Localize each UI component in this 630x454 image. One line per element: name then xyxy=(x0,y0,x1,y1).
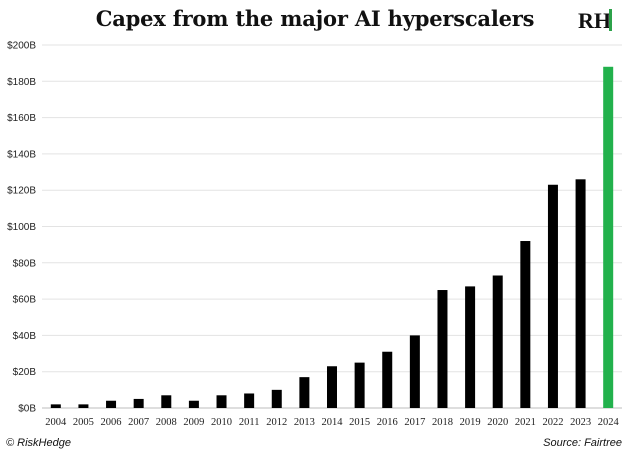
x-tick-label: 2008 xyxy=(156,417,177,428)
chart-title: Capex from the major AI hyperscalers xyxy=(95,6,535,31)
y-tick-label: $140B xyxy=(7,149,36,160)
x-tick-label: 2015 xyxy=(349,417,370,428)
x-tick-label: 2014 xyxy=(322,417,344,428)
x-tick-label: 2016 xyxy=(377,417,398,428)
x-tick-label: 2013 xyxy=(294,417,315,428)
y-tick-label: $200B xyxy=(7,41,36,52)
x-tick-label: 2007 xyxy=(128,417,149,428)
y-tick-label: $20B xyxy=(13,367,37,378)
x-tick-label: 2012 xyxy=(266,417,287,428)
bar-2022 xyxy=(547,184,558,408)
bar-2018 xyxy=(437,290,448,408)
y-tick-label: $160B xyxy=(7,113,36,124)
x-axis-ticks: 2004 2005 2006 2007 2008 2009 2010 2011 2012 2013… xyxy=(45,417,619,428)
y-tick-label: $40B xyxy=(13,331,37,342)
x-tick-label: 2010 xyxy=(211,417,232,428)
bar-2016 xyxy=(382,351,393,408)
source-text: Source: Fairtree xyxy=(543,437,622,449)
x-tick-label: 2019 xyxy=(460,417,481,428)
y-tick-label: $0B xyxy=(18,404,36,415)
x-tick-label: 2004 xyxy=(45,417,67,428)
copyright-text: © RiskHedge xyxy=(6,437,71,449)
x-tick-label: 2023 xyxy=(570,417,591,428)
x-tick-label: 2021 xyxy=(515,417,536,428)
logo-green-bar xyxy=(609,9,612,31)
bar-2023 xyxy=(575,179,586,408)
bar-2017 xyxy=(409,335,420,408)
bar-2005 xyxy=(78,404,89,408)
bar-2019 xyxy=(465,286,476,408)
y-tick-label: $100B xyxy=(7,222,36,233)
x-tick-label: 2020 xyxy=(487,417,508,428)
y-tick-label: $60B xyxy=(13,295,37,306)
bar-2020 xyxy=(492,275,503,408)
x-tick-label: 2017 xyxy=(404,417,425,428)
bars xyxy=(50,66,614,408)
bar-2021 xyxy=(520,241,531,408)
bar-2007 xyxy=(133,398,144,408)
x-tick-label: 2005 xyxy=(73,417,94,428)
x-tick-label: 2024 xyxy=(598,417,620,428)
logo-text: RH xyxy=(578,8,611,33)
x-tick-label: 2009 xyxy=(183,417,204,428)
bar-2015 xyxy=(354,362,365,408)
y-tick-label: $80B xyxy=(13,258,37,269)
riskhedge-logo: RH xyxy=(578,8,612,33)
bar-2013 xyxy=(299,377,310,408)
bar-2012 xyxy=(271,389,282,408)
y-axis-ticks: $0B $20B $40B $60B $80B $100B $120B $140B $160B $… xyxy=(7,41,36,415)
bar-2009 xyxy=(188,400,199,408)
y-tick-label: $180B xyxy=(7,77,36,88)
gridlines xyxy=(42,44,622,409)
x-tick-label: 2006 xyxy=(101,417,122,428)
bar-2011 xyxy=(244,393,255,408)
bar-2008 xyxy=(161,395,172,408)
bar-2004 xyxy=(50,404,61,408)
x-tick-label: 2022 xyxy=(542,417,563,428)
bar-2010 xyxy=(216,395,227,408)
x-tick-label: 2018 xyxy=(432,417,453,428)
bar-2006 xyxy=(106,400,117,408)
bar-2024 xyxy=(603,66,614,408)
bar-2014 xyxy=(327,366,337,408)
x-tick-label: 2011 xyxy=(239,417,260,428)
y-tick-label: $120B xyxy=(7,186,36,197)
